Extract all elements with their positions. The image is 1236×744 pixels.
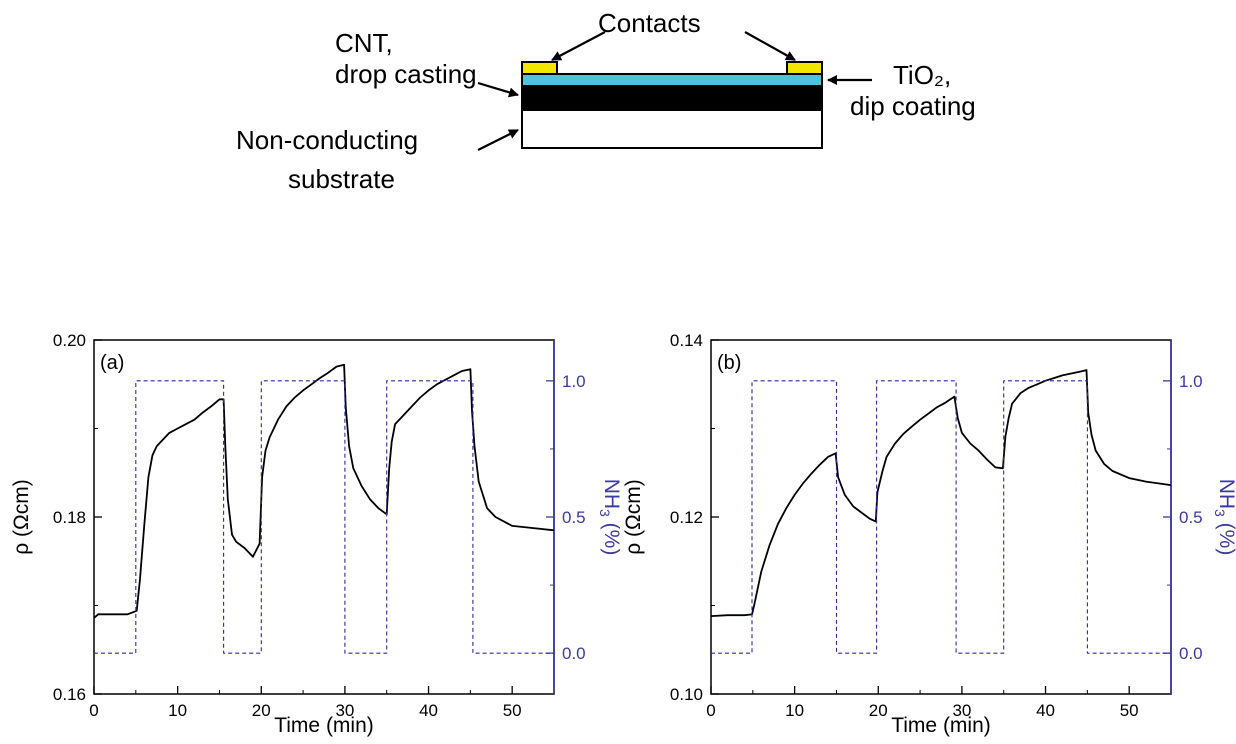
chart-b-xlabel: Time (min): [891, 714, 991, 737]
substrate-label-line2: substrate: [288, 164, 395, 194]
chart-b-y2tick-label: 1.0: [1179, 372, 1203, 391]
chart-b-xtick-label: 40: [1036, 701, 1055, 720]
chart-a-xtick-label: 50: [503, 701, 522, 720]
chart-b-y2tick-label: 0.0: [1179, 644, 1203, 663]
chart-a-xtick-label: 40: [419, 701, 438, 720]
cnt-layer: [521, 86, 823, 111]
chart-a-xtick-label: 30: [335, 701, 354, 720]
tio2-label-line1: TiO₂,: [893, 60, 952, 90]
chart-a: 0 10 20 30 40 50 0.16 0.18 0.20 0.0 0.5 1.0 (a) T…: [10, 331, 620, 737]
chart-a-panel-label: (a): [100, 352, 124, 374]
chart-b-ytick-label: 0.10: [670, 685, 703, 704]
cnt-label-line2: drop casting: [335, 59, 477, 89]
chart-a-xtick-label: 10: [168, 701, 187, 720]
chart-a-xtick-label: 0: [89, 701, 98, 720]
contact-right: [786, 61, 823, 75]
tio2-layer: [521, 73, 823, 87]
chart-b-ylabel: ρ (Ωcm): [622, 479, 645, 554]
chart-b: 0 10 20 30 40 50 0.10 0.12 0.14 0.0 0.5 1.0 (b) T…: [622, 331, 1236, 737]
arrow-to-cnt-layer: [477, 81, 519, 98]
chart-b-xtick-label: 50: [1120, 701, 1139, 720]
chart-a-plot-frame: [93, 339, 555, 695]
chart-b-plot-frame: [710, 339, 1172, 695]
contact-left: [521, 61, 558, 75]
arrow-to-left-contact: [551, 31, 606, 61]
chart-b-nh3-series-line: [711, 380, 1171, 654]
chart-a-nh3-series-line: [94, 380, 554, 654]
arrow-to-substrate: [477, 129, 519, 151]
chart-a-y2tick-label: 0.5: [562, 508, 586, 527]
chart-b-y2label: NH3 (%): [1212, 479, 1236, 556]
chart-a-ytick-label: 0.20: [53, 331, 86, 350]
cnt-label-line1: CNT,: [335, 28, 393, 58]
chart-b-resistivity-series-line: [710, 369, 1172, 617]
chart-a-y2tick-label: 1.0: [562, 372, 586, 391]
chart-a-y2tick-label: 0.0: [562, 644, 586, 663]
chart-a-xlabel: Time (min): [274, 714, 374, 737]
chart-a-resistivity-series-line: [93, 363, 555, 619]
chart-a-xtick-label: 20: [252, 701, 271, 720]
substrate-label-line1: Non-conducting: [236, 125, 419, 155]
chart-b-panel-label: (b): [717, 352, 741, 374]
chart-a-ytick-label: 0.16: [53, 685, 86, 704]
chart-b-ytick-label: 0.14: [670, 331, 703, 350]
chart-b-xtick-label: 10: [785, 701, 804, 720]
chart-b-xtick-label: 20: [869, 701, 888, 720]
tio2-label-line2: dip coating: [850, 91, 976, 121]
chart-b-xtick-label: 0: [706, 701, 715, 720]
chart-b-y2tick-label: 0.5: [1179, 508, 1203, 527]
device-schematic: Contacts CNT, drop casting TiO₂, dip coa…: [0, 0, 1236, 200]
chart-b-ytick-label: 0.12: [670, 508, 703, 527]
diagram-arrows: [477, 31, 872, 151]
chart-a-y2label: NH3 (%): [597, 479, 620, 556]
arrow-to-right-contact: [744, 31, 796, 61]
chart-b-xtick-label: 30: [952, 701, 971, 720]
chart-a-ytick-label: 0.18: [53, 508, 86, 527]
chart-a-ylabel: ρ (Ωcm): [10, 479, 33, 554]
contacts-label: Contacts: [598, 8, 701, 38]
